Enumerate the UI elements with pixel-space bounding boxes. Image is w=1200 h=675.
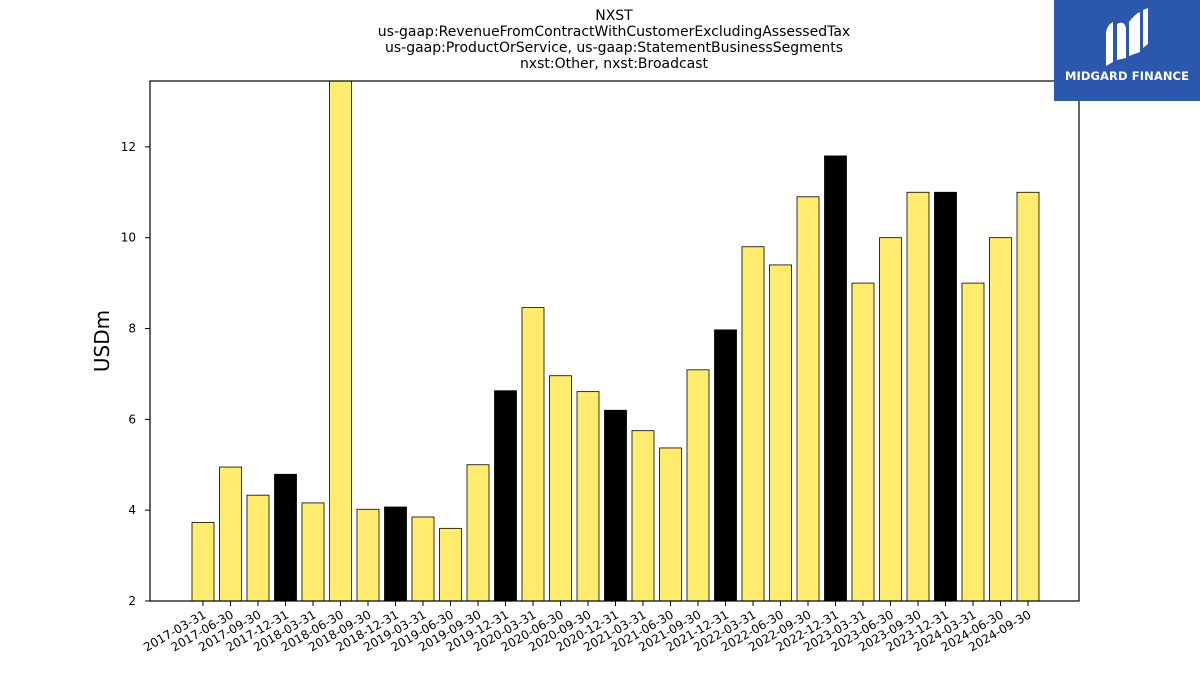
- midgard-finance-logo: MIDGARD FINANCE: [1054, 0, 1200, 101]
- bar-2020-09-30: [576, 391, 600, 602]
- bar-2020-12-31: [604, 409, 627, 602]
- bar-2021-03-31: [631, 430, 655, 602]
- plot-frame: [149, 80, 1080, 602]
- bar-2020-03-31: [521, 307, 545, 602]
- bar-2023-09-30: [906, 191, 930, 602]
- bar-2017-09-30: [246, 494, 270, 602]
- bar-2019-06-30: [439, 527, 462, 602]
- y-tick-label: 6: [128, 412, 136, 426]
- bar-2023-03-31: [851, 282, 875, 602]
- bar-2024-09-30: [1016, 191, 1040, 602]
- bar-2021-09-30: [686, 369, 710, 602]
- bar-2024-06-30: [989, 237, 1012, 602]
- bar-2018-09-30: [356, 508, 380, 602]
- bar-2023-12-31: [934, 191, 957, 602]
- bar-2017-06-30: [219, 466, 242, 602]
- bar-2018-06-30: [329, 80, 352, 602]
- midgard-m-logo-icon: [1106, 8, 1148, 66]
- bar-2022-09-30: [796, 196, 820, 602]
- bar-2018-12-31: [384, 506, 407, 602]
- bar-2022-12-31: [824, 155, 847, 602]
- y-tick-label: 10: [121, 231, 136, 245]
- bar-2017-12-31: [274, 473, 297, 602]
- bar-2022-03-31: [741, 246, 765, 602]
- chart-title-line-3: us-gaap:ProductOrService, us-gaap:Statem…: [385, 40, 843, 56]
- bar-2017-03-31: [191, 522, 215, 602]
- y-tick-label: 4: [128, 503, 136, 517]
- y-axis-ticks: 2 4 6 8 10 12: [121, 140, 150, 608]
- chart-title: NXST us-gaap:RevenueFromContractWithCust…: [378, 8, 850, 72]
- y-tick-label: 2: [128, 594, 136, 608]
- bar-2024-03-31: [961, 282, 985, 602]
- bar-2019-09-30: [466, 464, 490, 602]
- bar-2021-12-31: [714, 329, 737, 602]
- y-tick-label: 8: [128, 322, 136, 336]
- chart-title-line-2: us-gaap:RevenueFromContractWithCustomerE…: [378, 24, 850, 40]
- chart-title-line-4: nxst:Other, nxst:Broadcast: [520, 56, 709, 72]
- chart-title-line-1: NXST: [595, 8, 633, 24]
- logo-text: MIDGARD FINANCE: [1064, 69, 1190, 83]
- bar-2021-06-30: [659, 447, 682, 602]
- y-tick-label: 12: [121, 140, 136, 154]
- bar-2019-03-31: [411, 516, 435, 602]
- bar-2023-06-30: [879, 237, 902, 602]
- bar-2020-06-30: [549, 375, 572, 602]
- x-axis-ticks: 2017-03-312017-06-302017-09-302017-12-31…: [141, 601, 1034, 654]
- bars-group: [191, 80, 1040, 602]
- y-axis-label: USDm: [90, 310, 114, 372]
- bar-2018-03-31: [301, 502, 325, 602]
- bar-2019-12-31: [494, 390, 517, 602]
- bar-2022-06-30: [769, 264, 792, 602]
